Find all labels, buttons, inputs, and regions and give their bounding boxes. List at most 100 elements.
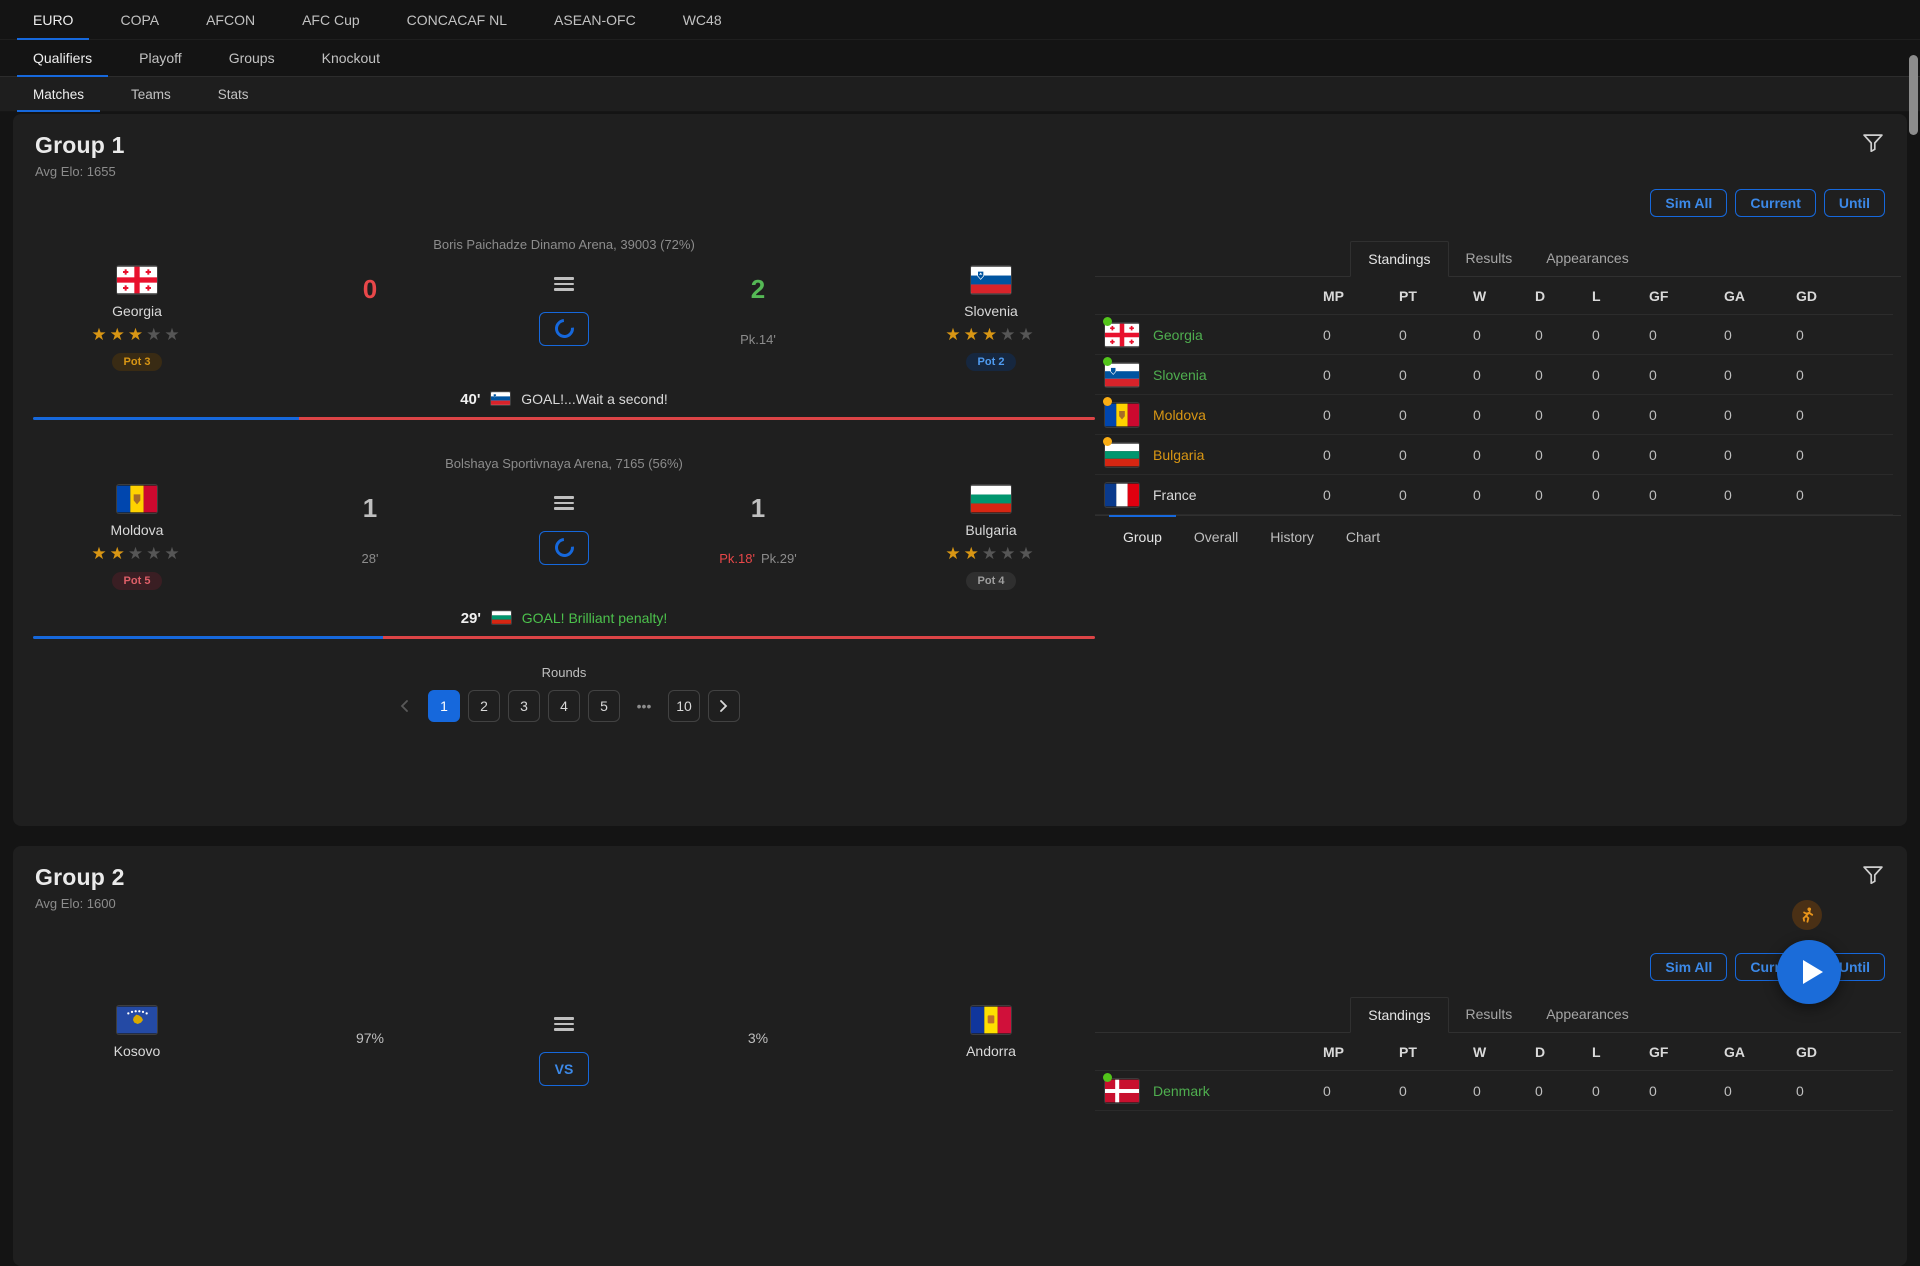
section-tabbar: Matches Teams Stats (0, 77, 1920, 112)
group1-title: Group 1 (35, 132, 125, 158)
tab-afc-cup[interactable]: AFC Cup (302, 11, 360, 28)
andorra-flag-icon (971, 1006, 1011, 1034)
simulation-running-icon (1792, 900, 1822, 930)
match2-row: Moldova ★★★★★ Pot 5 1 28' (33, 485, 1095, 590)
tab-concacaf-nl[interactable]: CONCACAF NL (406, 11, 508, 28)
group2-panel-tabs: Standings Results Appearances (1095, 997, 1901, 1033)
match2-away-score: 1 (750, 493, 766, 523)
match1-menu-icon[interactable] (554, 272, 574, 296)
tab-standings[interactable]: Standings (1350, 241, 1449, 277)
playoff-status-dot (1103, 436, 1112, 446)
sim-all-button[interactable]: Sim All (1650, 189, 1728, 217)
g2match-menu-icon[interactable] (554, 1012, 574, 1036)
qualified-status-dot (1103, 356, 1112, 366)
competition-tabbar: EURO COPA AFCON AFC Cup CONCACAF NL ASEA… (0, 0, 1920, 40)
g2match-vs-button[interactable]: VS (539, 1051, 589, 1086)
match1-row: Georgia ★★★★★ Pot 3 0 (33, 266, 1095, 371)
tab-afcon[interactable]: AFCON (206, 11, 256, 28)
pagination-ellipsis[interactable]: ••• (636, 698, 652, 714)
match2-menu-icon[interactable] (554, 491, 574, 515)
pagination-prev-button[interactable] (388, 690, 420, 722)
match1-progress-home (33, 417, 299, 420)
match2-simulating-button[interactable] (539, 530, 589, 565)
group2-header: Group 2 Avg Elo: 1600 (13, 846, 1907, 911)
play-simulation-fab[interactable] (1777, 940, 1841, 1004)
sim-all-button[interactable]: Sim All (1650, 953, 1728, 981)
match1-venue: Boris Paichadze Dinamo Arena, 39003 (72%… (433, 237, 695, 252)
section-tab-strip: Matches Teams Stats (0, 77, 1920, 112)
match2-progress-away (383, 636, 1095, 639)
tab-euro[interactable]: EURO (17, 0, 90, 40)
pagination-page-4[interactable]: 4 (548, 690, 580, 722)
filter-icon[interactable] (1863, 866, 1883, 887)
tab-asean-ofc[interactable]: ASEAN-OFC (554, 11, 636, 28)
scrollbar-thumb[interactable] (1909, 55, 1918, 135)
standings-header-row: MP PT W D L GF GA GD (1095, 277, 1893, 315)
tab-wc48[interactable]: WC48 (682, 11, 722, 28)
match2-home-goal-times: 28' (361, 551, 379, 566)
tab-chart[interactable]: Chart (1345, 529, 1381, 545)
g2match-home-team: Kosovo (33, 1006, 241, 1059)
match-georgia-slovenia: Boris Paichadze Dinamo Arena, 39003 (72%… (33, 237, 1095, 420)
tab-appearances[interactable]: Appearances (1546, 1006, 1629, 1022)
filter-icon[interactable] (1863, 134, 1883, 155)
tab-results[interactable]: Results (1465, 250, 1513, 266)
tab-group[interactable]: Group (1107, 515, 1178, 558)
slovenia-flag-icon (971, 266, 1011, 294)
col-mp: MP (1323, 1043, 1344, 1060)
pagination-page-3[interactable]: 3 (508, 690, 540, 722)
slovenia-mini-flag-icon (491, 392, 511, 405)
group2-matches: Kosovo 97% VS 3% (33, 911, 1095, 1086)
col-l: L (1592, 287, 1601, 304)
bulgaria-flag-icon (971, 485, 1011, 513)
g2match-center: VS (499, 1006, 629, 1086)
bulgaria-mini-flag-icon (491, 611, 511, 624)
group2-body: Kosovo 97% VS 3% (13, 911, 1907, 1111)
tab-history[interactable]: History (1270, 529, 1314, 545)
pagination-page-10[interactable]: 10 (668, 690, 700, 722)
col-w: W (1473, 1043, 1487, 1060)
match2-away-penalty-time: Pk.18' (719, 551, 755, 566)
group1-matches: Boris Paichadze Dinamo Arena, 39003 (72%… (33, 179, 1095, 722)
qualified-status-dot (1103, 1072, 1112, 1082)
match1-simulating-button[interactable] (539, 311, 589, 346)
match1-away-pot-badge: Pot 2 (965, 353, 1017, 371)
col-d: D (1535, 287, 1546, 304)
col-mp: MP (1323, 287, 1344, 304)
match1-home-score: 0 (362, 274, 378, 304)
tab-groups[interactable]: Groups (228, 50, 275, 66)
pagination-page-2[interactable]: 2 (468, 690, 500, 722)
tab-copa[interactable]: COPA (120, 11, 160, 28)
match2-home-stars: ★★★★★ (91, 544, 183, 563)
tab-results[interactable]: Results (1465, 1006, 1513, 1022)
g2match-away-win-probability: 3% (747, 1030, 769, 1046)
tab-matches[interactable]: Matches (17, 77, 101, 112)
tab-knockout[interactable]: Knockout (321, 50, 380, 66)
col-gf: GF (1649, 287, 1669, 304)
tab-playoff[interactable]: Playoff (139, 50, 182, 66)
pagination-next-button[interactable] (708, 690, 740, 722)
tab-teams[interactable]: Teams (131, 86, 171, 102)
tab-stats[interactable]: Stats (217, 86, 249, 102)
moldova-flag-icon (1103, 396, 1139, 427)
tab-overall[interactable]: Overall (1193, 529, 1239, 545)
current-button[interactable]: Current (1735, 189, 1816, 217)
pagination-page-5[interactable]: 5 (588, 690, 620, 722)
match2-progress-home (33, 636, 384, 639)
until-button[interactable]: Until (1823, 189, 1885, 217)
tab-standings[interactable]: Standings (1350, 997, 1449, 1033)
tab-appearances[interactable]: Appearances (1546, 250, 1629, 266)
pagination-page-1[interactable]: 1 (428, 690, 460, 722)
standings-header-row: MP PT W D L GF GA GD (1095, 1033, 1893, 1071)
team-name: Moldova (1153, 406, 1206, 423)
match1-event-minute: 40' (460, 391, 481, 408)
tab-qualifiers[interactable]: Qualifiers (17, 40, 109, 77)
moldova-flag-icon (117, 485, 157, 513)
